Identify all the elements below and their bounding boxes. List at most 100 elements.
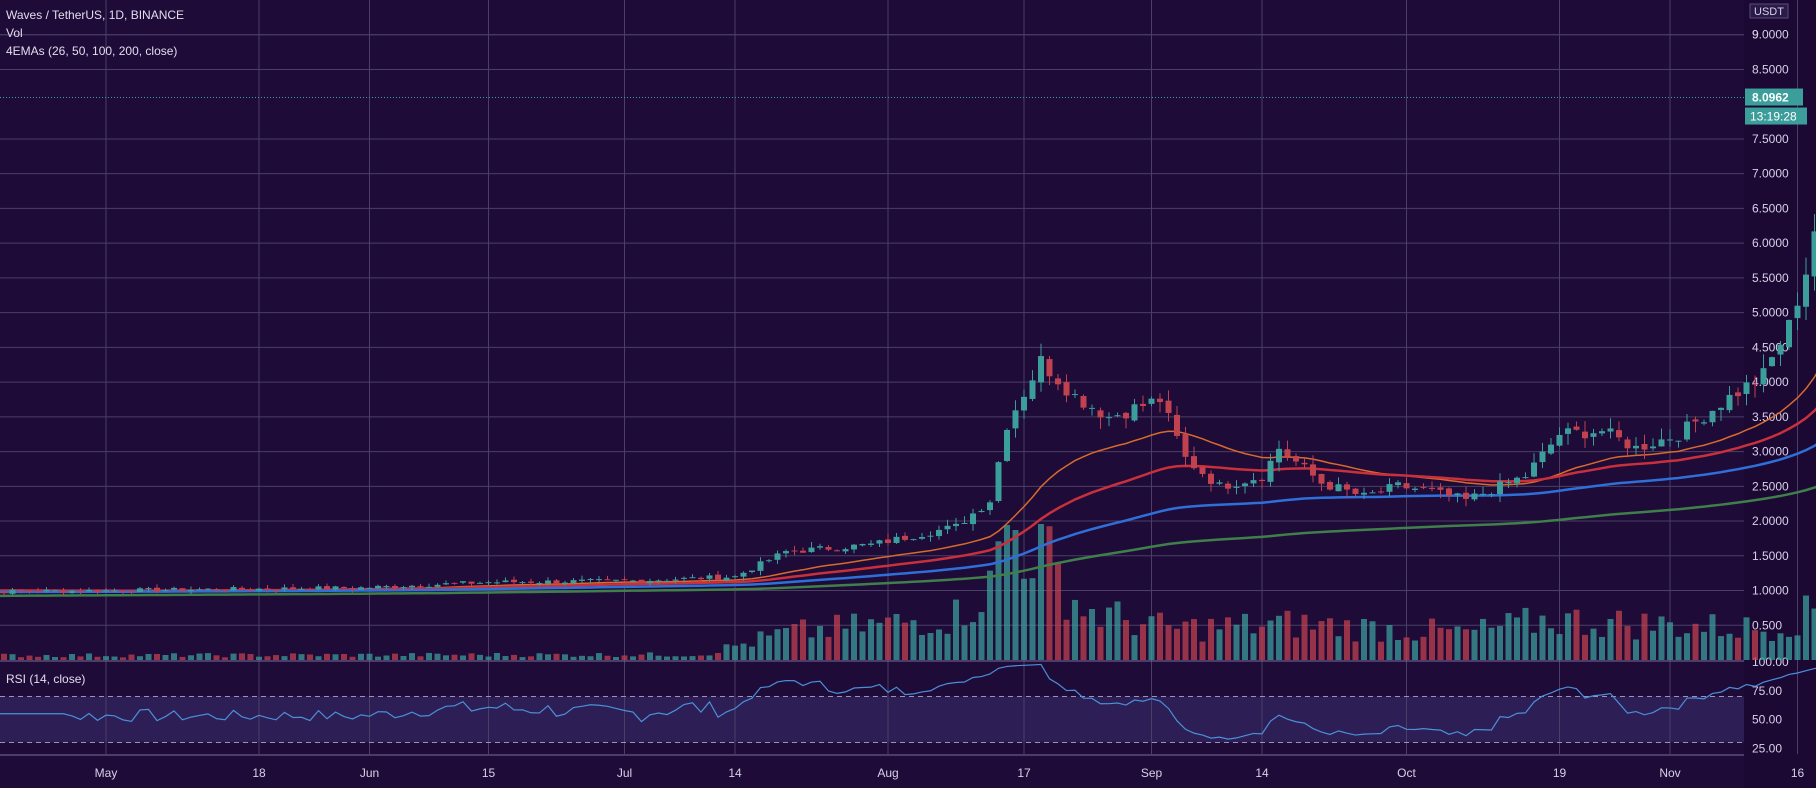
candle <box>1361 492 1367 495</box>
candle <box>69 590 75 593</box>
volume-bar <box>477 654 483 660</box>
volume-bar <box>1692 623 1699 660</box>
candle <box>341 587 347 589</box>
volume-bar <box>604 655 611 660</box>
candle <box>375 585 381 589</box>
candle <box>120 591 126 593</box>
price-tick-label: 1.5000 <box>1752 549 1789 563</box>
candle <box>689 577 696 579</box>
volume-bar <box>630 656 636 660</box>
candle <box>681 577 687 579</box>
volume-bar <box>451 654 458 660</box>
time-tick-label: Jul <box>617 766 632 780</box>
volume-bar <box>1106 607 1112 660</box>
candle <box>961 522 968 524</box>
candle <box>1709 410 1716 423</box>
volume-bar <box>740 643 747 660</box>
price-tick-label: 4.0000 <box>1752 375 1789 389</box>
candle <box>366 587 373 589</box>
candle <box>477 582 483 584</box>
candle <box>664 580 670 582</box>
candle <box>1293 456 1299 462</box>
candle <box>1522 477 1529 479</box>
volume-bar <box>800 619 806 660</box>
candle <box>26 590 33 592</box>
candle <box>1616 430 1622 438</box>
candle <box>630 580 636 582</box>
volume-bar <box>868 619 874 660</box>
volume-bar <box>876 622 883 660</box>
candle <box>205 588 211 590</box>
volume-bar <box>1301 614 1308 660</box>
volume-bar <box>689 656 696 660</box>
candle <box>1539 451 1546 463</box>
last-price-badge[interactable] <box>1745 88 1803 106</box>
volume-bar <box>239 653 245 660</box>
candle <box>579 579 585 581</box>
volume-bar <box>885 617 891 660</box>
volume-bar <box>1080 616 1087 660</box>
volume-bar <box>1497 626 1503 660</box>
volume-bar <box>681 656 687 660</box>
volume-bar <box>910 620 917 660</box>
volume-bar <box>596 653 602 660</box>
volume-bar <box>1403 637 1410 660</box>
volume-bar <box>817 625 823 660</box>
price-tick-label: 6.0000 <box>1752 236 1789 250</box>
volume-bar <box>213 655 220 660</box>
price-tick-label: 8.5000 <box>1752 62 1789 76</box>
candle <box>1471 493 1478 500</box>
candle <box>987 502 993 511</box>
candle <box>655 580 662 582</box>
candle <box>307 588 313 591</box>
volume-bar <box>1318 621 1325 660</box>
volume-bar <box>1293 637 1299 660</box>
candle <box>613 579 619 581</box>
candle <box>111 590 118 592</box>
last-price-value: 8.0962 <box>1752 91 1789 105</box>
volume-bar <box>545 654 551 660</box>
volume-bar <box>298 654 305 660</box>
candle <box>137 588 143 592</box>
candle <box>1114 415 1121 417</box>
volume-bar <box>1174 628 1180 660</box>
volume-bar <box>1369 621 1376 660</box>
time-tick-label: 15 <box>482 766 496 780</box>
volume-bar <box>553 653 560 660</box>
time-tick-label: 14 <box>728 766 742 780</box>
volume-bar <box>587 656 594 660</box>
volume-indicator-label: Vol <box>6 26 23 40</box>
candle <box>817 546 823 548</box>
volume-bar <box>579 655 585 660</box>
volume-bar <box>43 654 50 660</box>
candle <box>1811 231 1816 277</box>
volume-bar <box>715 653 721 660</box>
candle <box>247 589 254 591</box>
candle <box>1667 439 1673 441</box>
candle <box>1446 488 1452 496</box>
volume-bar <box>103 656 109 660</box>
volume-bar <box>1565 613 1571 660</box>
candle <box>264 588 271 590</box>
volume-bar <box>171 653 177 660</box>
volume-bar <box>128 654 135 660</box>
volume-bar <box>375 656 381 660</box>
volume-bar <box>1114 601 1121 660</box>
volume-bar <box>26 655 33 660</box>
volume-bar <box>995 541 1002 660</box>
volume-bar <box>893 614 900 660</box>
candle <box>290 587 296 590</box>
volume-bar <box>1650 630 1656 660</box>
candle <box>128 591 135 593</box>
volume-bar <box>1463 629 1469 660</box>
candle <box>1029 380 1036 399</box>
candle <box>1769 357 1775 367</box>
candle <box>1412 488 1418 490</box>
candle <box>1250 480 1257 484</box>
volume-bar <box>723 644 730 660</box>
volume-bar <box>842 628 849 660</box>
candle <box>902 535 908 540</box>
volume-bar <box>1522 607 1529 660</box>
volume-bar <box>1344 620 1350 660</box>
